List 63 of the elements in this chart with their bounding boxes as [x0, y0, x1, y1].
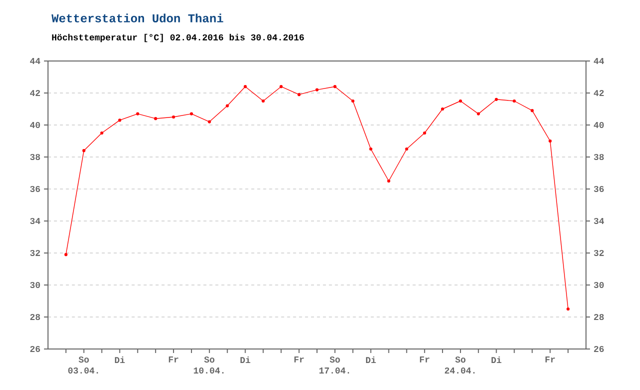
y-tick-label: 34 [30, 218, 40, 224]
point [440, 107, 444, 111]
point [244, 85, 247, 88]
x-tick-label: Fr [545, 356, 555, 362]
point [351, 99, 354, 103]
point [423, 131, 426, 135]
point [172, 115, 176, 119]
y-tick-label: 42 [30, 90, 40, 96]
point [494, 98, 498, 101]
point [226, 104, 229, 108]
point [405, 147, 408, 151]
y2-tick-label: 40 [594, 122, 604, 128]
x-tick-label: Fr [168, 356, 178, 362]
point [64, 253, 68, 256]
y-tick-label: 40 [30, 122, 40, 128]
y-tick-label: 28 [30, 314, 40, 320]
x-tick-label: Fr [294, 356, 304, 362]
y2-tick-label: 38 [594, 154, 604, 160]
y-tick-label: 38 [30, 154, 40, 160]
y-tick-label: 26 [30, 346, 40, 352]
point [262, 99, 265, 103]
x-tick-label: Fr [420, 356, 430, 362]
point [476, 112, 480, 116]
point [100, 131, 104, 135]
chart-subtitle: Höchsttemperatur [°C] 02.04.2016 bis 30.04.2016 [52, 34, 304, 42]
point [315, 88, 319, 92]
y2-tick-label: 32 [594, 250, 604, 256]
x-tick-label: Di [492, 356, 502, 364]
y2-tick-label: 30 [594, 282, 604, 288]
x-tick-label: So 10.04. [194, 356, 224, 374]
y2-tick-label: 36 [594, 186, 604, 192]
point [548, 139, 552, 143]
x-tick-label: So 03.04. [68, 356, 98, 374]
point [512, 99, 516, 103]
point [458, 99, 462, 103]
chart-title: Wetterstation Udon Thani [52, 14, 224, 22]
y-tick-label: 32 [30, 250, 40, 256]
y2-tick-label: 42 [594, 90, 604, 96]
x-tick-label: Di [366, 356, 376, 364]
point [208, 120, 211, 124]
y2-tick-label: 26 [594, 346, 604, 352]
x-tick-label: Di [114, 356, 125, 364]
y2-tick-label: 28 [594, 314, 604, 320]
y-tick-label: 30 [30, 282, 40, 288]
point [82, 149, 86, 152]
x-tick-label: So 24.04. [444, 356, 475, 374]
y2-tick-label: 44 [594, 58, 604, 64]
y-tick-label: 36 [30, 186, 40, 192]
x-tick-label: So 17.04. [319, 356, 350, 374]
point [369, 147, 372, 151]
point [566, 307, 570, 311]
point [530, 109, 534, 112]
point [154, 117, 158, 120]
point [280, 85, 283, 88]
x-tick-label: Di [240, 356, 250, 364]
y-tick-label: 44 [30, 58, 40, 64]
point [298, 93, 301, 96]
point [387, 179, 390, 183]
point [136, 112, 140, 116]
y2-tick-label: 34 [594, 218, 604, 224]
point [333, 85, 336, 88]
point [118, 118, 122, 122]
point [190, 112, 194, 116]
